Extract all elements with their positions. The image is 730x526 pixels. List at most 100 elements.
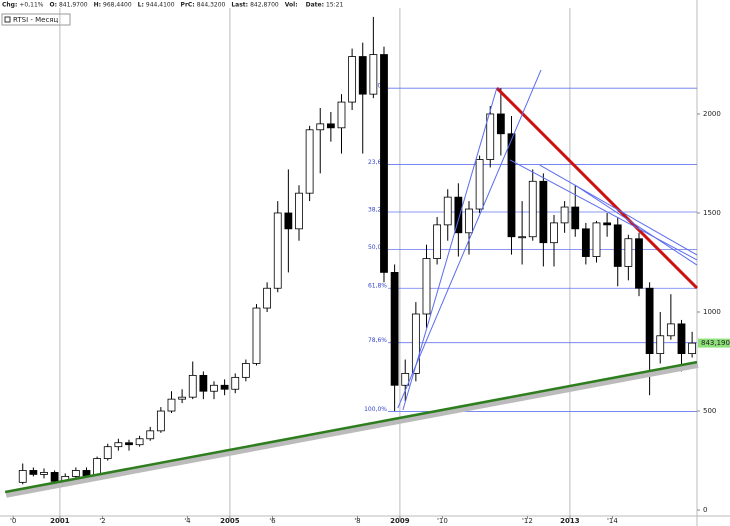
candle-body — [125, 442, 133, 446]
candle-body — [135, 438, 144, 446]
candle-body — [539, 180, 548, 244]
candle-body — [220, 384, 229, 390]
candle-body — [635, 238, 643, 289]
header-value: 844,3200 — [197, 2, 226, 9]
x-tick-label: 2013 — [560, 517, 580, 525]
trend-line — [574, 184, 698, 266]
candle-body — [71, 470, 80, 477]
candle-body — [411, 313, 420, 374]
y-tick-label: 1000 — [703, 308, 721, 316]
candle-body — [241, 363, 250, 378]
header-label: Date: — [306, 2, 324, 9]
candle-body — [40, 472, 48, 475]
candle-body — [624, 238, 633, 267]
candle-body — [380, 54, 388, 273]
legend-label: RTSI - Месяц — [13, 16, 59, 24]
header-label: O: — [49, 2, 57, 9]
header-label: Last: — [231, 2, 248, 9]
header-value: 944,4100 — [146, 2, 175, 9]
candle-body — [581, 228, 590, 257]
candle-body — [454, 196, 463, 234]
trend-line — [539, 164, 698, 256]
legend-box — [1, 13, 71, 26]
trend-shadow — [5, 362, 699, 498]
candle-body — [422, 258, 431, 315]
header-label: H: — [94, 2, 101, 9]
candle-body — [433, 224, 442, 259]
candle-body — [528, 180, 537, 238]
candle-body — [603, 222, 612, 226]
candle-body — [337, 101, 346, 129]
y-tick-label: 1500 — [703, 209, 721, 217]
last-price-box — [698, 338, 730, 348]
y-tick-label: 500 — [703, 407, 716, 415]
candle-body — [496, 113, 505, 135]
candle-body — [401, 373, 410, 386]
candle-body — [29, 470, 38, 475]
x-tick-label: '4 — [184, 517, 191, 525]
candle-body — [390, 271, 399, 386]
candle-body — [156, 410, 165, 432]
header-label: Chg: — [2, 2, 17, 9]
header-value: 841,9700 — [59, 2, 88, 9]
fib-label: 38,2% — [368, 206, 387, 213]
candle-body — [550, 222, 558, 244]
header-value: +0,11% — [19, 2, 43, 9]
candle-body — [188, 374, 197, 398]
candle-body — [465, 208, 473, 234]
trend-line — [397, 69, 542, 409]
candle-body — [486, 113, 495, 160]
candle-body — [50, 472, 59, 482]
x-tick-label: 2005 — [220, 517, 240, 525]
candle-body — [263, 287, 272, 309]
candle-body — [656, 335, 665, 354]
candle-body — [666, 323, 675, 337]
candle-body — [18, 470, 27, 483]
candle-body — [316, 123, 325, 131]
candle-body — [210, 384, 218, 392]
candle-body — [284, 212, 293, 230]
header-value: 968,4400 — [103, 2, 132, 9]
x-tick-label: '6 — [269, 517, 276, 525]
trend-line — [509, 159, 698, 261]
candle-body — [178, 396, 187, 400]
header-value: 842,8700 — [250, 2, 279, 9]
x-tick-label: '0 — [10, 517, 16, 525]
fib-label: 23,6% — [368, 159, 387, 166]
header-label: L: — [138, 2, 144, 9]
candle-body — [199, 374, 208, 392]
candle-body — [518, 236, 527, 239]
candle-body — [475, 159, 484, 210]
x-tick-label: 2009 — [390, 517, 410, 525]
candle-body — [295, 192, 303, 230]
candle-body — [358, 56, 367, 95]
candle-body — [146, 430, 155, 440]
candle-body — [645, 287, 654, 354]
candle-body — [592, 222, 601, 257]
header-label: Vol: — [285, 2, 298, 9]
fib-label: 61,8% — [368, 283, 387, 290]
candle-body — [305, 129, 314, 194]
candle-body — [443, 196, 452, 226]
candle-body — [348, 56, 357, 103]
x-tick-label: '12 — [522, 517, 533, 525]
candle-body — [167, 398, 176, 412]
x-tick-label: '10 — [437, 517, 448, 525]
y-tick-label: 0 — [703, 506, 707, 514]
trend-line — [402, 87, 498, 411]
fib-label: 100,0% — [364, 406, 387, 413]
y-tick-label: 2000 — [703, 110, 721, 118]
fib-label: 50,0% — [368, 244, 387, 251]
trend-line — [4, 360, 698, 494]
last-price-label: 843,1900 — [701, 339, 730, 347]
candle-body — [114, 442, 123, 448]
candle-body — [231, 376, 240, 390]
candle-body — [326, 123, 335, 129]
candle-body — [103, 446, 112, 459]
candle-body — [688, 342, 697, 354]
fib-label: 0,0% — [372, 83, 388, 90]
header-value: 15:21 — [326, 2, 343, 9]
candle-body — [560, 206, 569, 224]
